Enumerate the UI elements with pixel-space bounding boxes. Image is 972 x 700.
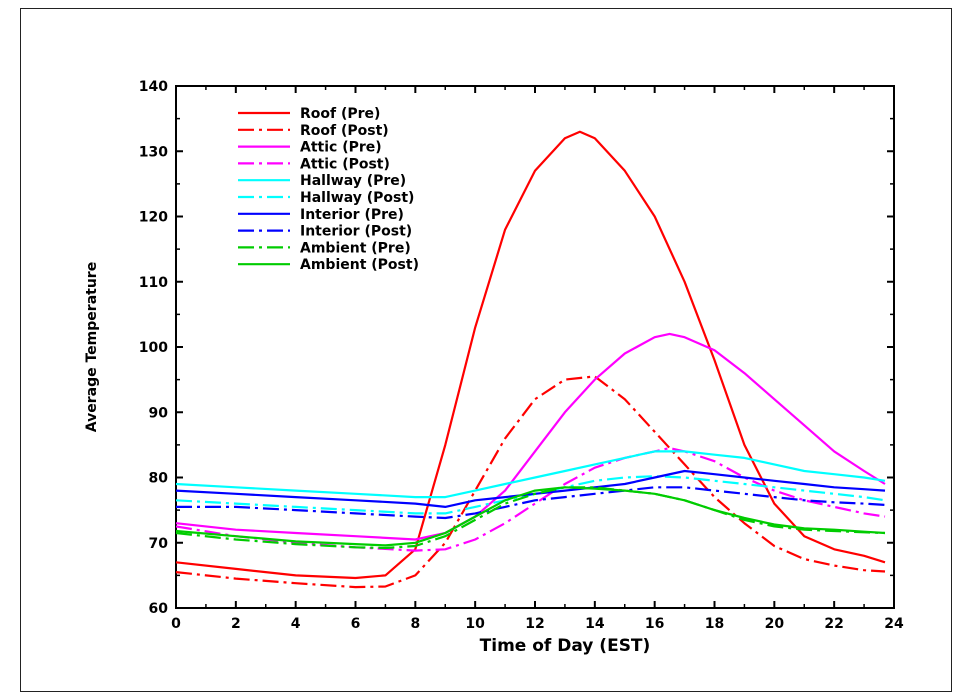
y-tick-label: 60: [149, 601, 169, 617]
y-axis-title: Average Temperature: [84, 262, 100, 432]
series-line: [175, 450, 886, 499]
series-line: [176, 486, 886, 520]
legend-label: Interior (Pre): [300, 207, 404, 223]
series-line: [175, 469, 886, 508]
y-tick-label: 140: [139, 79, 168, 95]
y-tick-label: 110: [139, 275, 168, 291]
x-tick-label: 22: [824, 616, 843, 632]
x-tick-label: 4: [291, 616, 301, 632]
y-tick-label: 100: [139, 340, 168, 356]
x-tick-label: 6: [351, 616, 361, 632]
legend-label: Ambient (Post): [300, 257, 419, 273]
legend: Roof (Pre)Roof (Post)Attic (Pre)Attic (P…: [238, 106, 419, 273]
legend-label: Ambient (Pre): [300, 240, 411, 256]
x-axis-title: Time of Day (EST): [480, 636, 651, 656]
legend-label: Roof (Pre): [300, 106, 380, 122]
series-line: [175, 130, 886, 580]
y-tick-label: 90: [149, 405, 169, 421]
y-tick-label: 80: [149, 471, 169, 487]
legend-label: Attic (Pre): [300, 140, 382, 156]
series-line: [175, 486, 886, 547]
series-line: [175, 332, 886, 541]
x-tick-label: 16: [645, 616, 664, 632]
x-tick-label: 14: [585, 616, 605, 632]
series-line: [175, 475, 886, 515]
legend-label: Hallway (Post): [300, 190, 414, 206]
x-tick-label: 10: [465, 616, 485, 632]
legend-label: Roof (Post): [300, 123, 389, 139]
plot-area: [175, 85, 895, 609]
y-tick-label: 130: [139, 144, 168, 160]
x-tick-label: 0: [171, 616, 181, 632]
series-lines: [175, 130, 886, 589]
series-line: [175, 375, 886, 589]
x-tick-label: 12: [525, 616, 544, 632]
x-tick-label: 18: [705, 616, 724, 632]
legend-label: Attic (Post): [300, 156, 390, 172]
x-tick-label: 2: [231, 616, 241, 632]
legend-label: Hallway (Pre): [300, 173, 406, 189]
x-tick-label: 20: [765, 616, 785, 632]
x-tick-label: 8: [410, 616, 420, 632]
legend-label: Interior (Post): [300, 224, 412, 240]
y-tick-label: 120: [139, 210, 168, 226]
axis-ticks: 0 2 4 6 8 10 12 14 16 18 20 22 246070809010011012013…: [139, 79, 904, 632]
x-tick-label: 24: [884, 616, 904, 632]
y-tick-label: 70: [149, 536, 169, 552]
